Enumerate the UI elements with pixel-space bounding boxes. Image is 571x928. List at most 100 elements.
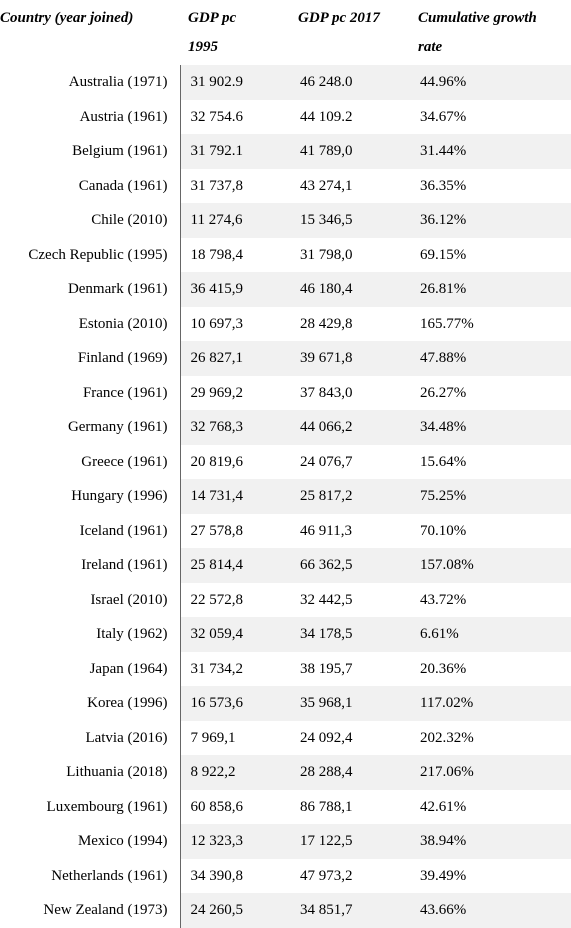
gdp-table: Country (year joined) GDP pc 1995 GDP pc… — [0, 0, 571, 928]
cell-growth: 165.77% — [410, 307, 571, 342]
cell-growth: 217.06% — [410, 755, 571, 790]
cell-gdp1995: 31 902.9 — [180, 65, 290, 100]
cell-growth: 202.32% — [410, 721, 571, 756]
cell-country: Denmark (1961) — [0, 272, 180, 307]
cell-gdp2017: 28 429,8 — [290, 307, 410, 342]
cell-country: Austria (1961) — [0, 100, 180, 135]
table-body: Australia (1971)31 902.946 248.044.96%Au… — [0, 65, 571, 928]
col-header-gdp1995: GDP pc 1995 — [180, 0, 290, 65]
table-row: Australia (1971)31 902.946 248.044.96% — [0, 65, 571, 100]
cell-gdp2017: 15 346,5 — [290, 203, 410, 238]
cell-growth: 26.81% — [410, 272, 571, 307]
table-row: Korea (1996)16 573,635 968,1117.02% — [0, 686, 571, 721]
col-header-country-l1: Country (year joined) — [0, 10, 133, 26]
cell-gdp2017: 39 671,8 — [290, 341, 410, 376]
cell-gdp1995: 31 792.1 — [180, 134, 290, 169]
cell-gdp1995: 29 969,2 — [180, 376, 290, 411]
table-row: Hungary (1996)14 731,425 817,275.25% — [0, 479, 571, 514]
table-row: Lithuania (2018)8 922,228 288,4217.06% — [0, 755, 571, 790]
cell-country: Hungary (1996) — [0, 479, 180, 514]
cell-gdp1995: 18 798,4 — [180, 238, 290, 273]
cell-gdp1995: 8 922,2 — [180, 755, 290, 790]
cell-gdp1995: 7 969,1 — [180, 721, 290, 756]
cell-growth: 47.88% — [410, 341, 571, 376]
table-row: Mexico (1994)12 323,317 122,538.94% — [0, 824, 571, 859]
table-row: Chile (2010)11 274,615 346,536.12% — [0, 203, 571, 238]
cell-growth: 117.02% — [410, 686, 571, 721]
cell-gdp1995: 60 858,6 — [180, 790, 290, 825]
table-row: Netherlands (1961)34 390,847 973,239.49% — [0, 859, 571, 894]
cell-country: Luxembourg (1961) — [0, 790, 180, 825]
cell-country: Ireland (1961) — [0, 548, 180, 583]
col-header-growth-l1: Cumulative growth — [418, 10, 537, 26]
cell-gdp1995: 20 819,6 — [180, 445, 290, 480]
cell-gdp2017: 86 788,1 — [290, 790, 410, 825]
cell-country: New Zealand (1973) — [0, 893, 180, 928]
cell-gdp2017: 46 248.0 — [290, 65, 410, 100]
col-header-country: Country (year joined) — [0, 0, 180, 65]
cell-growth: 39.49% — [410, 859, 571, 894]
cell-country: Belgium (1961) — [0, 134, 180, 169]
table-row: France (1961)29 969,237 843,026.27% — [0, 376, 571, 411]
cell-gdp2017: 46 180,4 — [290, 272, 410, 307]
cell-gdp1995: 31 737,8 — [180, 169, 290, 204]
header-row: Country (year joined) GDP pc 1995 GDP pc… — [0, 0, 571, 65]
cell-gdp2017: 32 442,5 — [290, 583, 410, 618]
col-header-gdp1995-l2: 1995 — [188, 39, 218, 55]
cell-growth: 6.61% — [410, 617, 571, 652]
cell-country: Finland (1969) — [0, 341, 180, 376]
cell-gdp1995: 32 768,3 — [180, 410, 290, 445]
cell-country: Mexico (1994) — [0, 824, 180, 859]
cell-country: Australia (1971) — [0, 65, 180, 100]
cell-gdp1995: 32 754.6 — [180, 100, 290, 135]
table-row: Austria (1961)32 754.644 109.234.67% — [0, 100, 571, 135]
cell-growth: 15.64% — [410, 445, 571, 480]
cell-growth: 38.94% — [410, 824, 571, 859]
table-row: Estonia (2010)10 697,328 429,8165.77% — [0, 307, 571, 342]
table-row: Japan (1964)31 734,238 195,720.36% — [0, 652, 571, 687]
cell-country: Japan (1964) — [0, 652, 180, 687]
cell-gdp1995: 12 323,3 — [180, 824, 290, 859]
cell-growth: 44.96% — [410, 65, 571, 100]
cell-gdp2017: 31 798,0 — [290, 238, 410, 273]
cell-gdp1995: 32 059,4 — [180, 617, 290, 652]
cell-country: Israel (2010) — [0, 583, 180, 618]
cell-gdp2017: 34 851,7 — [290, 893, 410, 928]
table-row: Luxembourg (1961)60 858,686 788,142.61% — [0, 790, 571, 825]
table-row: Ireland (1961)25 814,466 362,5157.08% — [0, 548, 571, 583]
cell-gdp1995: 10 697,3 — [180, 307, 290, 342]
cell-country: Latvia (2016) — [0, 721, 180, 756]
cell-gdp1995: 11 274,6 — [180, 203, 290, 238]
table-row: Iceland (1961)27 578,846 911,370.10% — [0, 514, 571, 549]
cell-gdp1995: 36 415,9 — [180, 272, 290, 307]
cell-growth: 42.61% — [410, 790, 571, 825]
cell-gdp1995: 31 734,2 — [180, 652, 290, 687]
cell-growth: 34.67% — [410, 100, 571, 135]
cell-country: Chile (2010) — [0, 203, 180, 238]
cell-country: France (1961) — [0, 376, 180, 411]
cell-country: Lithuania (2018) — [0, 755, 180, 790]
col-header-growth: Cumulative growth rate — [410, 0, 571, 65]
cell-growth: 31.44% — [410, 134, 571, 169]
col-header-gdp1995-l1: GDP pc — [188, 10, 236, 26]
cell-gdp2017: 25 817,2 — [290, 479, 410, 514]
table-row: Israel (2010)22 572,832 442,543.72% — [0, 583, 571, 618]
cell-growth: 157.08% — [410, 548, 571, 583]
cell-gdp1995: 14 731,4 — [180, 479, 290, 514]
cell-gdp2017: 37 843,0 — [290, 376, 410, 411]
cell-growth: 36.35% — [410, 169, 571, 204]
cell-gdp2017: 28 288,4 — [290, 755, 410, 790]
cell-country: Czech Republic (1995) — [0, 238, 180, 273]
cell-growth: 43.72% — [410, 583, 571, 618]
cell-country: Estonia (2010) — [0, 307, 180, 342]
cell-gdp1995: 34 390,8 — [180, 859, 290, 894]
cell-growth: 20.36% — [410, 652, 571, 687]
cell-gdp2017: 24 092,4 — [290, 721, 410, 756]
table-row: Czech Republic (1995)18 798,431 798,069.… — [0, 238, 571, 273]
cell-gdp2017: 47 973,2 — [290, 859, 410, 894]
table-row: Latvia (2016)7 969,124 092,4202.32% — [0, 721, 571, 756]
cell-gdp2017: 44 066,2 — [290, 410, 410, 445]
cell-gdp1995: 26 827,1 — [180, 341, 290, 376]
cell-gdp2017: 38 195,7 — [290, 652, 410, 687]
cell-gdp2017: 43 274,1 — [290, 169, 410, 204]
